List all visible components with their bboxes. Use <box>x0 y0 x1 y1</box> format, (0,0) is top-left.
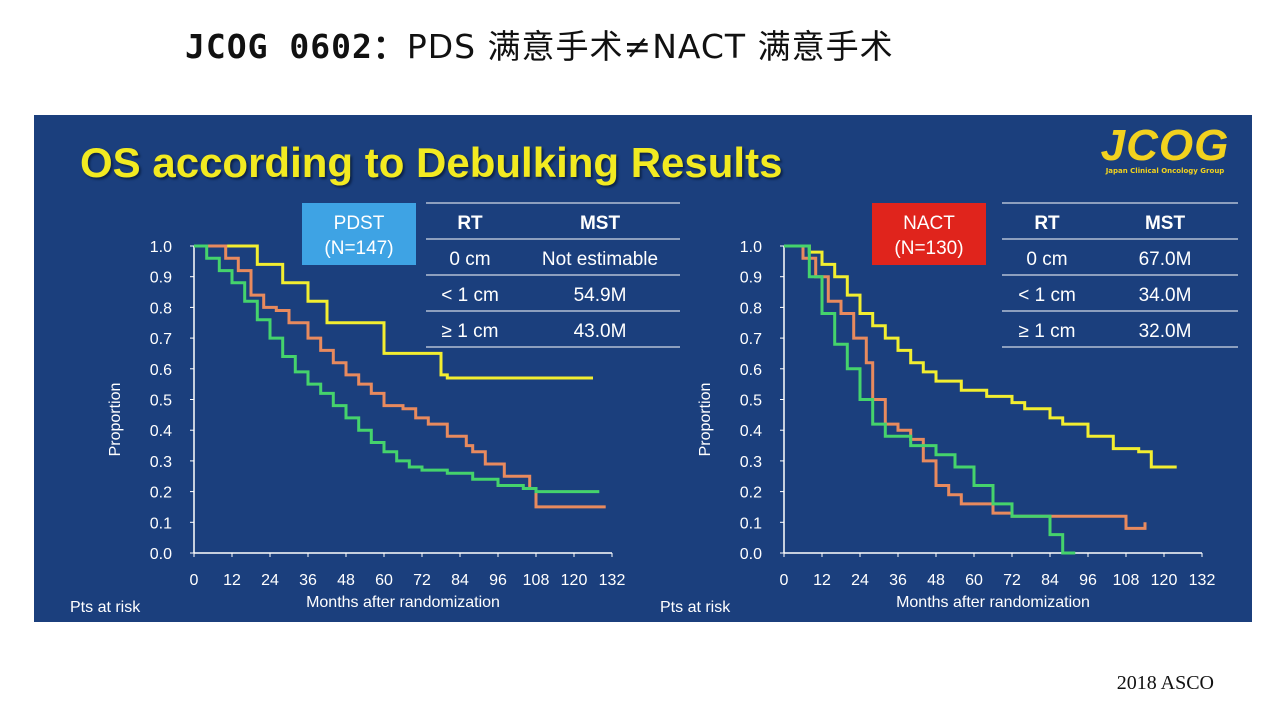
km-curve--1-cm <box>784 244 1076 555</box>
y-tick-label: 0.6 <box>740 362 762 379</box>
table-cell-mst: 43.0M <box>574 321 627 342</box>
table-header: MST <box>580 213 621 234</box>
y-tick-label: 0.4 <box>740 423 762 440</box>
km-charts-svg: 0.0 0.1 0.2 0.3 0.4 0.5 0.6 0.7 0.8 0.9 1.0 0 12 24 36… <box>70 202 1238 616</box>
x-tick-label: 24 <box>851 572 869 589</box>
x-tick-label: 72 <box>413 572 431 589</box>
x-tick-label: 96 <box>489 572 507 589</box>
x-tick-label: 132 <box>599 572 626 589</box>
y-tick-label: 0.0 <box>150 546 172 563</box>
table-header: RT <box>457 213 483 234</box>
x-tick-label: 108 <box>523 572 550 589</box>
page-title: JCOG 0602：PDS 满意手术≠NACT 满意手术 <box>185 20 894 68</box>
y-tick-label: 0.1 <box>150 515 172 532</box>
y-tick-label: 0.2 <box>740 485 762 502</box>
table-header: MST <box>1145 213 1186 234</box>
y-tick-label: 0.9 <box>740 270 762 287</box>
y-tick-label: 0.9 <box>150 270 172 287</box>
y-tick-label: 0.7 <box>740 331 762 348</box>
x-tick-label: 0 <box>190 572 199 589</box>
x-tick-label: 84 <box>451 572 469 589</box>
x-tick-label: 12 <box>223 572 241 589</box>
x-tick-label: 84 <box>1041 572 1059 589</box>
x-tick-label: 48 <box>337 572 355 589</box>
x-tick-label: 96 <box>1079 572 1097 589</box>
km-curve--1-cm <box>784 244 1147 530</box>
jcog-logo: JCOG Japan Clinical Oncology Group <box>1090 121 1240 176</box>
source-note: 2018 ASCO <box>1116 672 1214 694</box>
y-tick-label: 0.7 <box>150 331 172 348</box>
page-title-rest: PDS 满意手术≠NACT 满意手术 <box>406 27 894 66</box>
x-tick-label: 132 <box>1189 572 1216 589</box>
slide-title: OS according to Debulking Results <box>80 139 783 186</box>
group-box-label: NACT <box>903 213 955 234</box>
table-cell-rt: 0 cm <box>1026 249 1067 270</box>
y-tick-label: 0.0 <box>740 546 762 563</box>
table-header: RT <box>1034 213 1060 234</box>
x-tick-label: 0 <box>780 572 789 589</box>
x-tick-label: 60 <box>965 572 983 589</box>
km-curve--1-cm <box>194 244 606 509</box>
x-tick-label: 48 <box>927 572 945 589</box>
table-cell-rt: ≥ 1 cm <box>442 321 499 342</box>
at-risk-label: Pts at risk <box>70 599 141 616</box>
y-tick-label: 1.0 <box>150 239 172 256</box>
table-cell-rt: < 1 cm <box>441 285 499 306</box>
page-title-prefix: JCOG 0602： <box>185 27 407 66</box>
y-tick-label: 0.6 <box>150 362 172 379</box>
group-box-n: (N=130) <box>894 238 963 259</box>
table-cell-rt: ≥ 1 cm <box>1019 321 1076 342</box>
table-cell-mst: 67.0M <box>1139 249 1192 270</box>
y-tick-label: 0.8 <box>150 300 172 317</box>
group-box-label: PDST <box>334 213 385 234</box>
y-tick-label: 0.8 <box>740 300 762 317</box>
group-box <box>872 203 986 265</box>
km-curve-0-cm <box>784 244 1177 469</box>
km-curve--1-cm <box>194 244 600 494</box>
group-box-n: (N=147) <box>324 238 393 259</box>
y-tick-label: 0.5 <box>740 393 762 410</box>
y-tick-label: 0.2 <box>150 485 172 502</box>
table-cell-mst: 34.0M <box>1139 285 1192 306</box>
x-tick-label: 120 <box>1151 572 1178 589</box>
y-tick-label: 0.5 <box>150 393 172 410</box>
y-tick-label: 0.4 <box>150 423 172 440</box>
x-axis-label: Months after randomization <box>896 594 1090 611</box>
y-tick-label: 1.0 <box>740 239 762 256</box>
y-axis-label: Proportion <box>697 383 714 457</box>
table-cell-rt: < 1 cm <box>1018 285 1076 306</box>
slide-image: OS according to Debulking Results JCOG J… <box>34 115 1252 622</box>
table-cell-mst: 32.0M <box>1139 321 1192 342</box>
y-tick-label: 0.3 <box>150 454 172 471</box>
logo-text: JCOG <box>1100 121 1230 170</box>
table-cell-mst: Not estimable <box>542 249 658 270</box>
x-tick-label: 36 <box>299 572 317 589</box>
table-cell-mst: 54.9M <box>574 285 627 306</box>
x-tick-label: 12 <box>813 572 831 589</box>
x-tick-label: 108 <box>1113 572 1140 589</box>
logo-subtitle: Japan Clinical Oncology Group <box>1105 167 1225 175</box>
x-tick-label: 36 <box>889 572 907 589</box>
group-box <box>302 203 416 265</box>
x-tick-label: 60 <box>375 572 393 589</box>
x-axis-label: Months after randomization <box>306 594 500 611</box>
y-axis-label: Proportion <box>107 383 124 457</box>
x-tick-label: 24 <box>261 572 279 589</box>
at-risk-label: Pts at risk <box>660 599 731 616</box>
km-curve-0-cm <box>194 244 593 380</box>
y-tick-label: 0.3 <box>740 454 762 471</box>
x-tick-label: 72 <box>1003 572 1021 589</box>
x-tick-label: 120 <box>561 572 588 589</box>
y-tick-label: 0.1 <box>740 515 762 532</box>
table-cell-rt: 0 cm <box>449 249 490 270</box>
